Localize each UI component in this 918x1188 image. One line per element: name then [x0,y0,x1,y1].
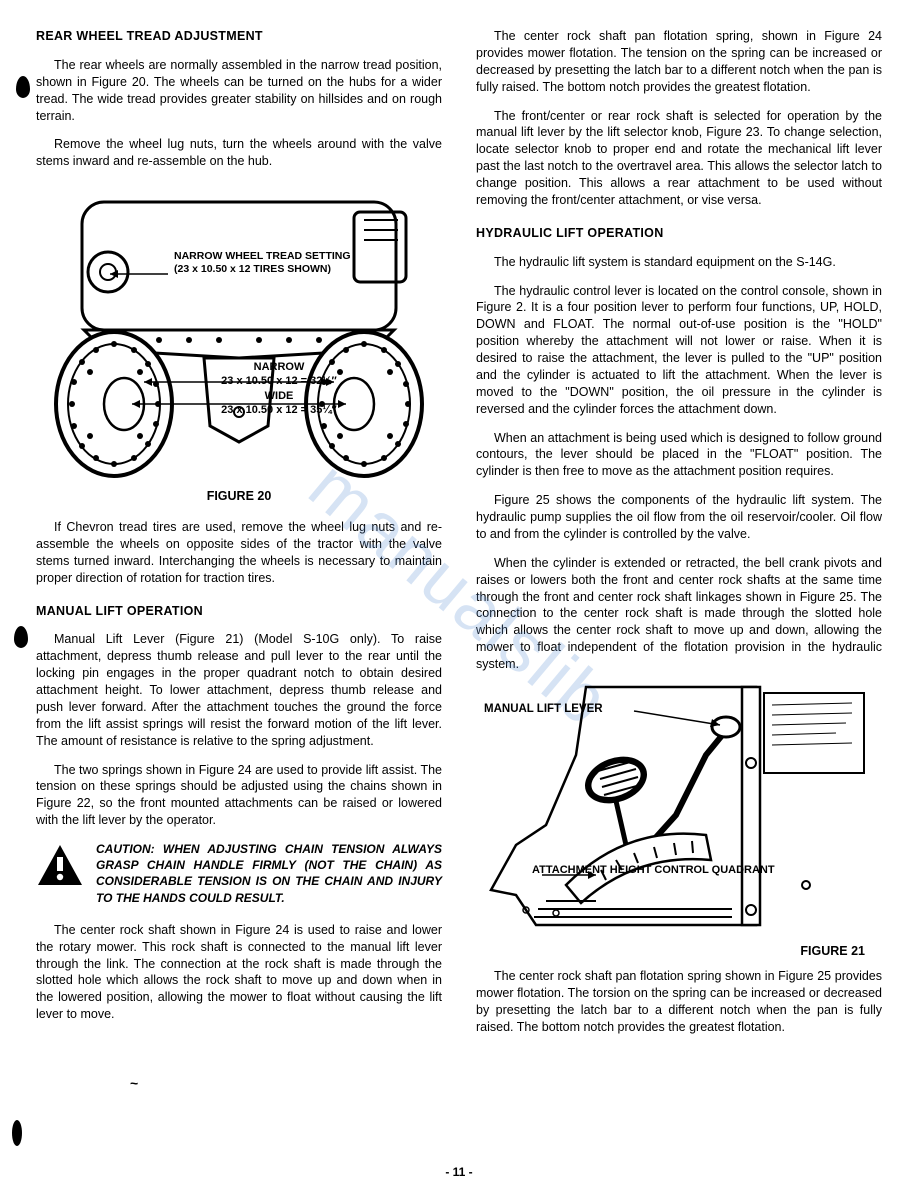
print-artifact: ~ [130,1074,138,1093]
figure-21-label-quadrant: ATTACHMENT HEIGHT CONTROL QUADRANT [532,863,775,878]
figure-20-dimensions: NARROW 23 x 10.50 x 12 = 32½″ WIDE 23 x … [194,360,364,417]
para: The center rock shaft pan flotation spri… [476,968,882,1036]
page-columns: REAR WHEEL TREAD ADJUSTMENT The rear whe… [36,28,882,1047]
caution-text: CAUTION: WHEN ADJUSTING CHAIN TENSION AL… [96,841,442,906]
margin-artifact [12,1120,22,1146]
figure-20-caption: FIGURE 20 [36,488,442,505]
warning-triangle-icon [36,843,84,887]
heading-rear-wheel: REAR WHEEL TREAD ADJUSTMENT [36,28,442,45]
para: The front/center or rear rock shaft is s… [476,108,882,209]
para: The center rock shaft pan flotation spri… [476,28,882,96]
para: The hydraulic lift system is standard eq… [476,254,882,271]
heading-manual-lift: MANUAL LIFT OPERATION [36,603,442,620]
para: The rear wheels are normally assembled i… [36,57,442,125]
margin-artifact [14,626,28,648]
figure-20-illustration [44,182,434,482]
para: Manual Lift Lever (Figure 21) (Model S-1… [36,631,442,749]
left-column: REAR WHEEL TREAD ADJUSTMENT The rear whe… [36,28,442,1047]
para: Figure 25 shows the components of the hy… [476,492,882,543]
figure-21-label-lever: MANUAL LIFT LEVER [484,702,603,718]
para: When the cylinder is extended or retract… [476,555,882,673]
heading-hydraulic-lift: HYDRAULIC LIFT OPERATION [476,225,882,242]
figure-21-illustration [476,685,871,960]
caution-block: CAUTION: WHEN ADJUSTING CHAIN TENSION AL… [36,841,442,906]
figure-20: NARROW WHEEL TREAD SETTING (23 x 10.50 x… [36,182,442,505]
para: Remove the wheel lug nuts, turn the whee… [36,136,442,170]
page-number: - 11 - [0,1164,918,1180]
margin-artifact [16,76,30,98]
para: When an attachment is being used which i… [476,430,882,481]
para: The center rock shaft shown in Figure 24… [36,922,442,1023]
para: The two springs shown in Figure 24 are u… [36,762,442,830]
para: If Chevron tread tires are used, remove … [36,519,442,587]
figure-20-label: NARROW WHEEL TREAD SETTING (23 x 10.50 x… [174,250,351,275]
para: The hydraulic control lever is located o… [476,283,882,418]
right-column: The center rock shaft pan flotation spri… [476,28,882,1047]
figure-21: MANUAL LIFT LEVER ATTACHMENT HEIGHT CONT… [476,685,871,960]
figure-21-caption: FIGURE 21 [800,943,865,960]
